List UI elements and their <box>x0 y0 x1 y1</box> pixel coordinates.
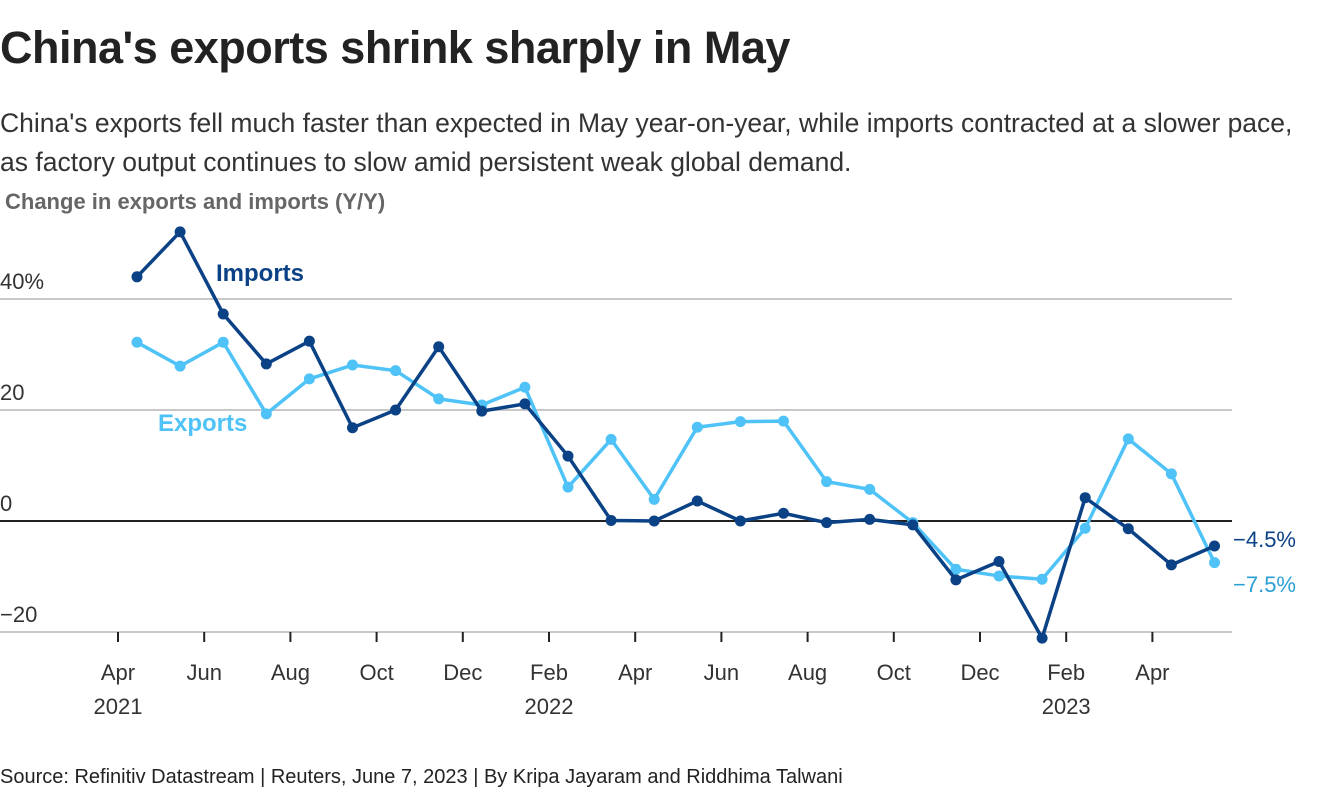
imports-point <box>821 517 833 529</box>
y-tick-label: 40% <box>0 269 44 294</box>
imports-point <box>519 398 531 410</box>
exports-point <box>519 381 531 393</box>
imports-point <box>907 519 919 531</box>
imports-point <box>648 515 660 527</box>
exports-point <box>433 393 445 405</box>
x-tick-label: Dec <box>443 660 482 685</box>
chart-subtitle: China's exports fell much faster than ex… <box>0 108 1293 177</box>
exports-point <box>864 483 876 495</box>
exports-series-label: Exports <box>158 410 247 437</box>
imports-point <box>734 515 746 527</box>
imports-point <box>993 556 1005 568</box>
imports-point <box>605 514 617 526</box>
imports-point <box>433 341 445 353</box>
series-exports <box>131 336 1220 585</box>
x-axis: Apr 2021 Jun Aug Oct Dec Feb 2022 Apr Jun Aug Oct De… <box>94 632 1170 719</box>
imports-point <box>260 358 272 370</box>
y-tick-label: −20 <box>0 602 37 627</box>
y-tick-label: 20 <box>0 380 24 405</box>
x-tick-label: Jun <box>186 660 221 685</box>
exports-point <box>821 476 833 488</box>
exports-point <box>1036 573 1048 585</box>
imports-point <box>1209 540 1220 552</box>
exports-point <box>1209 557 1220 569</box>
imports-point <box>1122 523 1134 535</box>
x-tick-label: Oct <box>877 660 911 685</box>
exports-point <box>734 416 746 428</box>
x-tick-label: Jun <box>704 660 739 685</box>
series-imports <box>131 226 1220 644</box>
imports-point <box>1079 492 1091 504</box>
imports-point <box>217 308 229 320</box>
exports-point <box>1122 433 1134 445</box>
x-tick-label: Feb <box>530 660 568 685</box>
exports-point <box>217 336 229 348</box>
y-tick-label: 0 <box>0 491 12 516</box>
x-tick-label: Aug <box>271 660 310 685</box>
imports-point <box>691 495 703 507</box>
chart-title: China's exports shrink sharply in May <box>0 22 790 73</box>
x-tick-label: Apr <box>1135 660 1169 685</box>
imports-series-label: Imports <box>216 260 304 287</box>
imports-point <box>1165 559 1177 571</box>
exports-point <box>347 359 358 371</box>
imports-end-value: −4.5% <box>1233 527 1296 552</box>
x-tick-year-label: 2022 <box>525 694 574 719</box>
imports-point <box>1036 632 1048 644</box>
imports-point <box>778 507 789 519</box>
imports-point <box>303 335 315 347</box>
exports-point <box>303 373 315 385</box>
x-tick-label: Dec <box>960 660 999 685</box>
imports-point <box>390 404 402 416</box>
x-tick-year-label: 2023 <box>1042 694 1091 719</box>
y-tick-labels: 40% 20 0 −20 <box>0 269 44 627</box>
series-layer <box>131 226 1220 644</box>
imports-point <box>562 450 574 462</box>
x-tick-label: Apr <box>618 660 652 685</box>
x-tick-year-label: 2021 <box>94 694 143 719</box>
series-labels: Imports Exports −4.5% −7.5% <box>158 260 1296 597</box>
exports-point <box>950 563 962 575</box>
imports-point <box>174 226 186 238</box>
imports-point <box>347 422 358 434</box>
exports-point <box>131 336 143 348</box>
exports-point <box>562 481 574 493</box>
exports-point <box>390 365 402 377</box>
exports-point <box>1165 468 1177 480</box>
exports-point <box>174 360 186 372</box>
x-tick-label: Apr <box>101 660 135 685</box>
x-tick-label: Aug <box>788 660 827 685</box>
exports-point <box>993 570 1005 582</box>
imports-point <box>950 574 962 586</box>
y-axis-title: Change in exports and imports (Y/Y) <box>5 189 386 214</box>
imports-point <box>131 271 143 283</box>
exports-point <box>778 415 789 427</box>
x-tick-label: Feb <box>1047 660 1085 685</box>
grid-layer <box>0 298 1232 633</box>
exports-point <box>1079 522 1091 534</box>
imports-line <box>135 230 1216 640</box>
x-tick-label: Oct <box>359 660 393 685</box>
imports-point <box>476 405 488 417</box>
exports-point <box>691 421 703 433</box>
source-note: Source: Refinitiv Datastream | Reuters, … <box>0 766 843 788</box>
exports-point <box>260 408 272 420</box>
exports-end-value: −7.5% <box>1233 572 1296 597</box>
exports-point <box>648 493 660 505</box>
imports-point <box>864 513 876 525</box>
exports-point <box>605 433 617 445</box>
exports-line <box>136 340 1217 582</box>
